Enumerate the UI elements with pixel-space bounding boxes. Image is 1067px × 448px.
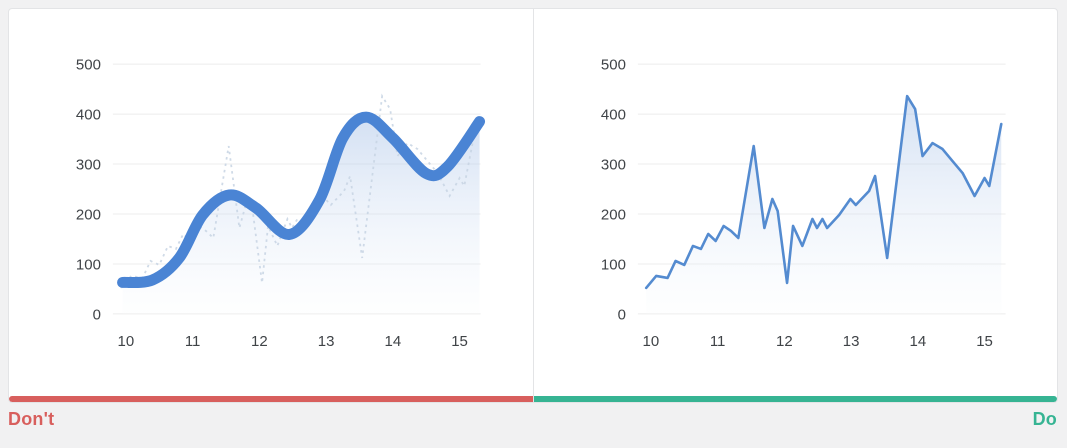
x-tick-label-12: 12 (251, 333, 268, 350)
y-tick-label-400: 400 (600, 107, 625, 124)
x-tick-label-11: 11 (185, 333, 201, 350)
comparison-row: 0 100 200 300 400 500 10 11 12 13 14 15 0 100 200 300 4… (8, 8, 1058, 403)
y-tick-label-500: 500 (600, 57, 625, 74)
actual-area-fill (645, 96, 1001, 314)
y-tick-label-100: 100 (600, 256, 625, 273)
do-chart-actual-line: 0 100 200 300 400 500 10 11 12 13 14 15 (600, 57, 1006, 350)
page-root: { "labels": { "dont": "Don't", "do": "Do… (0, 8, 1067, 448)
x-tick-label-15: 15 (451, 333, 468, 350)
dont-chart-smoothed-line: 0 100 200 300 400 500 10 11 12 13 14 15 (76, 57, 486, 350)
y-tick-label-100: 100 (76, 256, 101, 273)
dont-card: 0 100 200 300 400 500 10 11 12 13 14 15 (8, 8, 534, 403)
do-label: Do (1032, 409, 1057, 429)
x-tick-label-11: 11 (709, 333, 725, 350)
x-tick-label-14: 14 (909, 333, 926, 350)
y-tick-label-300: 300 (76, 157, 101, 174)
x-tick-label-12: 12 (776, 333, 793, 350)
x-tick-label-14: 14 (385, 333, 402, 350)
x-tick-label-10: 10 (118, 333, 135, 350)
x-tick-label-13: 13 (842, 333, 859, 350)
dont-label: Don't (8, 409, 55, 429)
do-accent-bar (533, 396, 1057, 402)
smoothed-area-fill (122, 117, 480, 314)
y-tick-label-200: 200 (600, 206, 625, 223)
y-tick-label-400: 400 (76, 107, 101, 124)
y-tick-label-200: 200 (76, 206, 101, 223)
actual-data-dashed-line (120, 93, 478, 289)
actual-data-line (644, 94, 1003, 290)
verdict-footer: Don't Do (0, 403, 1067, 430)
y-tick-label-0: 0 (93, 306, 101, 323)
x-tick-label-10: 10 (642, 333, 659, 350)
x-tick-label-13: 13 (318, 333, 335, 350)
do-card: 0 100 200 300 400 500 10 11 12 13 14 15 (532, 8, 1058, 403)
y-tick-label-300: 300 (600, 157, 625, 174)
y-tick-label-500: 500 (76, 57, 101, 74)
x-tick-label-15: 15 (976, 333, 993, 350)
smoothed-trend-line (117, 111, 486, 289)
y-tick-label-0: 0 (617, 306, 625, 323)
dont-accent-bar (9, 396, 533, 402)
